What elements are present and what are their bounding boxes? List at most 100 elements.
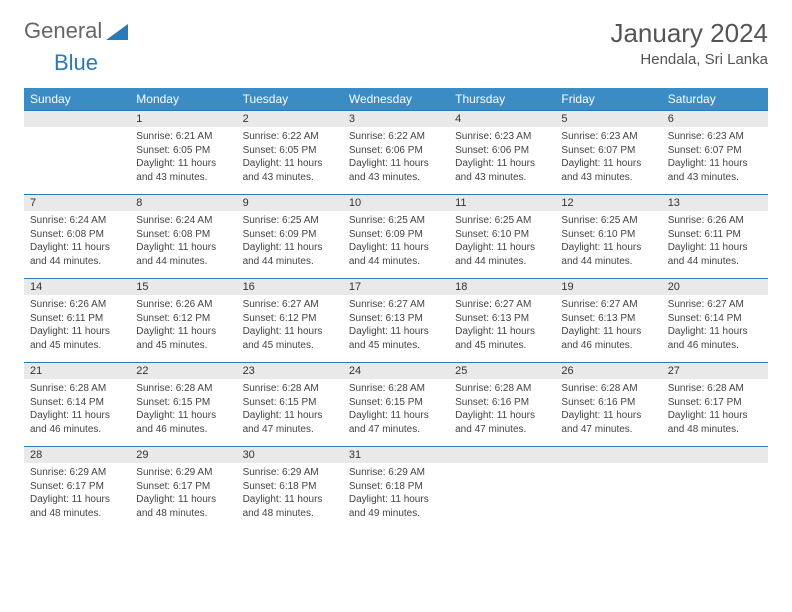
day-7-daylight: Daylight: 11 hours and 44 minutes. — [30, 241, 124, 268]
day-20-daylight: Daylight: 11 hours and 46 minutes. — [668, 325, 762, 352]
day-23-sunset: Sunset: 6:15 PM — [243, 396, 337, 410]
day-10-details: Sunrise: 6:25 AMSunset: 6:09 PMDaylight:… — [343, 211, 449, 279]
day-15-number: 15 — [130, 279, 236, 296]
day-30-details: Sunrise: 6:29 AMSunset: 6:18 PMDaylight:… — [237, 463, 343, 530]
day-21-daylight: Daylight: 11 hours and 46 minutes. — [30, 409, 124, 436]
day-8-details: Sunrise: 6:24 AMSunset: 6:08 PMDaylight:… — [130, 211, 236, 279]
week-1-daynums: 123456 — [24, 111, 768, 128]
day-14-sunrise: Sunrise: 6:26 AM — [30, 298, 124, 312]
day-14-daylight: Daylight: 11 hours and 45 minutes. — [30, 325, 124, 352]
day-13-details: Sunrise: 6:26 AMSunset: 6:11 PMDaylight:… — [662, 211, 768, 279]
day-21-sunset: Sunset: 6:14 PM — [30, 396, 124, 410]
day-2-details: Sunrise: 6:22 AMSunset: 6:05 PMDaylight:… — [237, 127, 343, 195]
weekday-friday: Friday — [555, 88, 661, 111]
day-19-sunset: Sunset: 6:13 PM — [561, 312, 655, 326]
location: Hendala, Sri Lanka — [610, 51, 768, 68]
day-18-sunrise: Sunrise: 6:27 AM — [455, 298, 549, 312]
day-16-sunset: Sunset: 6:12 PM — [243, 312, 337, 326]
day-30-sunset: Sunset: 6:18 PM — [243, 480, 337, 494]
day-12-number: 12 — [555, 195, 661, 212]
weekday-sunday: Sunday — [24, 88, 130, 111]
day-11-details: Sunrise: 6:25 AMSunset: 6:10 PMDaylight:… — [449, 211, 555, 279]
calendar-page: General January 2024 Hendala, Sri Lanka … — [0, 0, 792, 548]
day-27-sunrise: Sunrise: 6:28 AM — [668, 382, 762, 396]
day-20-details: Sunrise: 6:27 AMSunset: 6:14 PMDaylight:… — [662, 295, 768, 363]
empty-cell — [555, 463, 661, 530]
week-1-details: Sunrise: 6:21 AMSunset: 6:05 PMDaylight:… — [24, 127, 768, 195]
day-6-number: 6 — [662, 111, 768, 128]
day-15-details: Sunrise: 6:26 AMSunset: 6:12 PMDaylight:… — [130, 295, 236, 363]
day-31-sunrise: Sunrise: 6:29 AM — [349, 466, 443, 480]
empty-cell — [662, 463, 768, 530]
day-13-number: 13 — [662, 195, 768, 212]
day-18-number: 18 — [449, 279, 555, 296]
day-25-sunrise: Sunrise: 6:28 AM — [455, 382, 549, 396]
day-7-sunset: Sunset: 6:08 PM — [30, 228, 124, 242]
day-31-daylight: Daylight: 11 hours and 49 minutes. — [349, 493, 443, 520]
day-27-sunset: Sunset: 6:17 PM — [668, 396, 762, 410]
logo-text-1: General — [24, 18, 102, 44]
day-14-details: Sunrise: 6:26 AMSunset: 6:11 PMDaylight:… — [24, 295, 130, 363]
day-2-daylight: Daylight: 11 hours and 43 minutes. — [243, 157, 337, 184]
weekday-tuesday: Tuesday — [237, 88, 343, 111]
week-3-daynums: 14151617181920 — [24, 279, 768, 296]
day-12-details: Sunrise: 6:25 AMSunset: 6:10 PMDaylight:… — [555, 211, 661, 279]
logo-triangle-icon — [106, 24, 128, 40]
day-20-sunrise: Sunrise: 6:27 AM — [668, 298, 762, 312]
month-title: January 2024 — [610, 18, 768, 49]
day-1-details: Sunrise: 6:21 AMSunset: 6:05 PMDaylight:… — [130, 127, 236, 195]
day-19-sunrise: Sunrise: 6:27 AM — [561, 298, 655, 312]
day-7-sunrise: Sunrise: 6:24 AM — [30, 214, 124, 228]
day-5-daylight: Daylight: 11 hours and 43 minutes. — [561, 157, 655, 184]
day-14-number: 14 — [24, 279, 130, 296]
day-5-sunset: Sunset: 6:07 PM — [561, 144, 655, 158]
day-28-sunset: Sunset: 6:17 PM — [30, 480, 124, 494]
day-26-details: Sunrise: 6:28 AMSunset: 6:16 PMDaylight:… — [555, 379, 661, 447]
day-26-number: 26 — [555, 363, 661, 380]
day-9-sunrise: Sunrise: 6:25 AM — [243, 214, 337, 228]
empty-cell — [24, 127, 130, 195]
day-28-number: 28 — [24, 447, 130, 464]
day-3-number: 3 — [343, 111, 449, 128]
day-31-sunset: Sunset: 6:18 PM — [349, 480, 443, 494]
day-18-daylight: Daylight: 11 hours and 45 minutes. — [455, 325, 549, 352]
day-13-sunset: Sunset: 6:11 PM — [668, 228, 762, 242]
day-25-details: Sunrise: 6:28 AMSunset: 6:16 PMDaylight:… — [449, 379, 555, 447]
day-17-sunset: Sunset: 6:13 PM — [349, 312, 443, 326]
day-31-details: Sunrise: 6:29 AMSunset: 6:18 PMDaylight:… — [343, 463, 449, 530]
day-27-daylight: Daylight: 11 hours and 48 minutes. — [668, 409, 762, 436]
logo: General — [24, 18, 128, 44]
day-29-details: Sunrise: 6:29 AMSunset: 6:17 PMDaylight:… — [130, 463, 236, 530]
day-29-number: 29 — [130, 447, 236, 464]
empty-cell — [449, 447, 555, 464]
day-8-number: 8 — [130, 195, 236, 212]
day-8-daylight: Daylight: 11 hours and 44 minutes. — [136, 241, 230, 268]
weekday-wednesday: Wednesday — [343, 88, 449, 111]
day-16-number: 16 — [237, 279, 343, 296]
day-4-sunset: Sunset: 6:06 PM — [455, 144, 549, 158]
week-4-details: Sunrise: 6:28 AMSunset: 6:14 PMDaylight:… — [24, 379, 768, 447]
day-28-daylight: Daylight: 11 hours and 48 minutes. — [30, 493, 124, 520]
day-3-details: Sunrise: 6:22 AMSunset: 6:06 PMDaylight:… — [343, 127, 449, 195]
empty-cell — [555, 447, 661, 464]
day-11-number: 11 — [449, 195, 555, 212]
day-22-sunset: Sunset: 6:15 PM — [136, 396, 230, 410]
day-7-details: Sunrise: 6:24 AMSunset: 6:08 PMDaylight:… — [24, 211, 130, 279]
day-13-daylight: Daylight: 11 hours and 44 minutes. — [668, 241, 762, 268]
week-5-details: Sunrise: 6:29 AMSunset: 6:17 PMDaylight:… — [24, 463, 768, 530]
day-25-sunset: Sunset: 6:16 PM — [455, 396, 549, 410]
empty-cell — [24, 111, 130, 128]
day-10-sunrise: Sunrise: 6:25 AM — [349, 214, 443, 228]
day-5-number: 5 — [555, 111, 661, 128]
day-1-sunset: Sunset: 6:05 PM — [136, 144, 230, 158]
day-8-sunset: Sunset: 6:08 PM — [136, 228, 230, 242]
weekday-thursday: Thursday — [449, 88, 555, 111]
day-16-details: Sunrise: 6:27 AMSunset: 6:12 PMDaylight:… — [237, 295, 343, 363]
day-17-daylight: Daylight: 11 hours and 45 minutes. — [349, 325, 443, 352]
day-9-number: 9 — [237, 195, 343, 212]
day-1-daylight: Daylight: 11 hours and 43 minutes. — [136, 157, 230, 184]
day-26-sunset: Sunset: 6:16 PM — [561, 396, 655, 410]
day-22-details: Sunrise: 6:28 AMSunset: 6:15 PMDaylight:… — [130, 379, 236, 447]
day-16-sunrise: Sunrise: 6:27 AM — [243, 298, 337, 312]
weekday-header-row: SundayMondayTuesdayWednesdayThursdayFrid… — [24, 88, 768, 111]
